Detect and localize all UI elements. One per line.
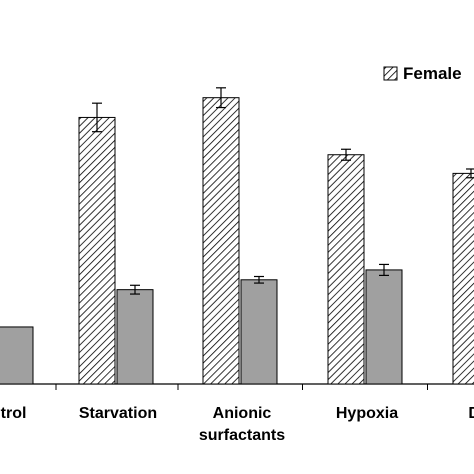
error-bar-0-2 xyxy=(216,87,226,109)
bar-female-4 xyxy=(452,172,474,385)
x-tick-label-4: Diesel xyxy=(468,405,474,422)
error-bar-1-3 xyxy=(379,263,389,276)
error-bar-0-1 xyxy=(92,102,102,133)
bar-male-0 xyxy=(0,326,34,385)
bar-male-1 xyxy=(116,289,154,385)
bar-male-3 xyxy=(365,269,403,385)
legend-swatch-female xyxy=(383,66,398,81)
legend-label-female: Female xyxy=(403,64,462,83)
error-bar-1-1 xyxy=(130,284,140,295)
bar-female-2 xyxy=(202,97,240,385)
bar-female-3 xyxy=(327,154,365,385)
error-bar-0-3 xyxy=(341,148,351,161)
x-tick-label-3: Hypoxia xyxy=(336,405,398,422)
bar-male-2 xyxy=(240,279,278,385)
bar-female-1 xyxy=(78,116,116,385)
error-bar-0-4 xyxy=(466,168,474,179)
error-bar-1-2 xyxy=(254,275,264,284)
x-tick-label-2-line0: Anionic xyxy=(213,405,272,422)
x-tick-label-1: Starvation xyxy=(79,405,157,422)
x-tick-label-2-line1: surfactants xyxy=(199,427,285,444)
x-tick-label-0: Control xyxy=(0,405,26,422)
